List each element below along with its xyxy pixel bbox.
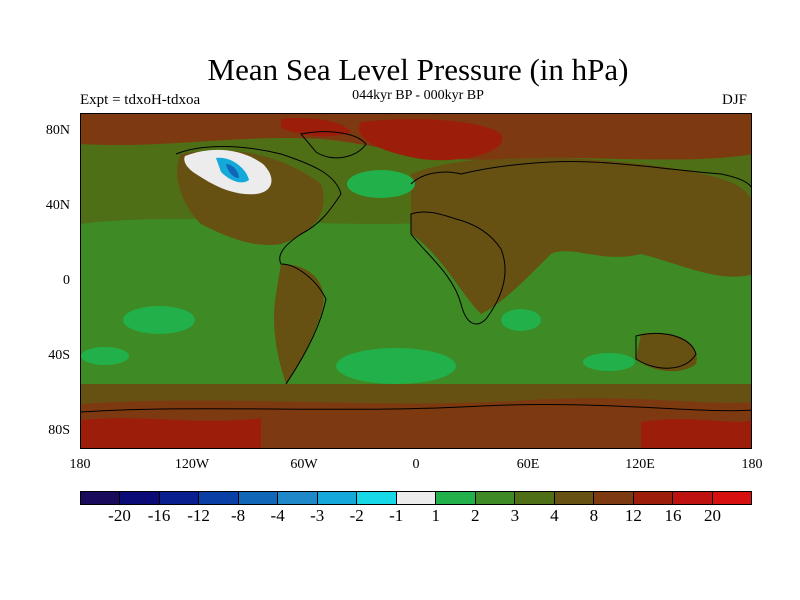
- antarctic-red-east: [641, 419, 751, 448]
- colorbar-swatch: [475, 492, 516, 504]
- lon-tick-120e: 120E: [625, 457, 655, 472]
- australia-coast: [635, 332, 697, 369]
- colorbar-label: -8: [231, 506, 246, 525]
- colorbar-swatch: [594, 492, 634, 504]
- colorbar-swatch: [81, 492, 121, 504]
- lon-tick-180w: 180: [69, 457, 91, 472]
- australia-land: [636, 333, 697, 372]
- arctic-red-atlantic: [359, 119, 503, 161]
- southern-green-center: [336, 348, 456, 384]
- colorbar-swatch: [278, 492, 318, 504]
- colorbar-label: 8: [589, 506, 599, 525]
- lon-tick-60e: 60E: [516, 457, 540, 472]
- americas-coast: [175, 146, 342, 385]
- colorbar-swatch: [396, 492, 437, 504]
- colorbar-label: 12: [624, 506, 642, 525]
- lat-tick-0: 0: [63, 273, 70, 288]
- tropical-band: [81, 216, 751, 396]
- lat-tick-80s: 80S: [48, 423, 70, 438]
- north-atlantic-green: [347, 170, 415, 198]
- greenland-coast: [300, 131, 367, 159]
- southern-green-east: [583, 353, 635, 371]
- colorbar-swatch: [120, 492, 160, 504]
- southern-green-west: [81, 347, 129, 365]
- colorbar-swatch: [515, 492, 555, 504]
- lon-tick-120w: 120W: [174, 457, 210, 472]
- colorbar-label: 3: [510, 506, 520, 525]
- colorbar-label: 20: [703, 506, 721, 525]
- colorbar-swatch: [317, 492, 358, 504]
- colorbar-label: -4: [270, 506, 285, 525]
- colorbar-label: -16: [147, 506, 171, 525]
- colorbar-swatch: [357, 492, 397, 504]
- experiment-label: Expt = tdxoH-tdxoa: [80, 92, 201, 108]
- period-label: 044kyr BP - 000kyr BP: [352, 88, 484, 103]
- colorbar-label: 16: [664, 506, 682, 525]
- colorbar-swatch: [159, 492, 200, 504]
- colorbar-label: 4: [550, 506, 559, 525]
- south-america-land: [274, 264, 324, 384]
- lat-tick-40s: 40S: [48, 348, 70, 363]
- colorbar-label: -1: [389, 506, 404, 525]
- colorbar-label: 2: [471, 506, 480, 525]
- colorbar-swatch: [199, 492, 239, 504]
- ice-sheet-blue: [226, 164, 239, 178]
- colorbar-label: -3: [310, 506, 325, 525]
- eurasia-north-coast: [410, 160, 751, 188]
- lat-tick-80n: 80N: [45, 123, 70, 138]
- colorbar-swatch: [712, 492, 751, 504]
- map-title: Mean Sea Level Pressure (in hPa): [207, 52, 629, 87]
- colorbar-swatch: [238, 492, 279, 504]
- lon-tick-180e: 180: [741, 457, 763, 472]
- south-pacific-green: [123, 306, 195, 334]
- colorbar-swatch: [673, 492, 713, 504]
- coastlines: [81, 131, 751, 413]
- eurasia-africa-land: [411, 157, 751, 314]
- colorbar-label: -12: [187, 506, 210, 525]
- south-atlantic-green: [501, 309, 541, 331]
- lon-tick-60w: 60W: [290, 457, 318, 472]
- pressure-map: [80, 113, 752, 449]
- season-label: DJF: [722, 92, 748, 108]
- africa-coast: [410, 211, 506, 325]
- antarctic-red-west: [81, 418, 261, 448]
- colorbar-label: -2: [349, 506, 364, 525]
- pressure-map-svg: [81, 114, 751, 448]
- colorbar-swatch: [554, 492, 595, 504]
- colorbar-label: -20: [108, 506, 131, 525]
- lon-tick-0: 0: [412, 457, 420, 472]
- colorbar-label: 1: [431, 506, 441, 525]
- colorbar: [80, 491, 752, 505]
- lat-tick-40n: 40N: [45, 198, 70, 213]
- antarctica-coast: [81, 403, 751, 413]
- colorbar-swatch: [436, 492, 476, 504]
- colorbar-swatch: [633, 492, 674, 504]
